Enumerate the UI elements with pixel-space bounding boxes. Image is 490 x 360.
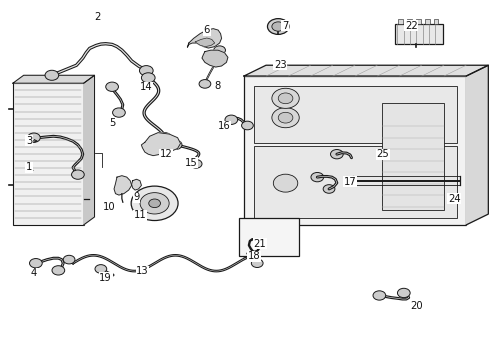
Bar (425, 19, 430, 24)
Bar (254, 86, 457, 143)
Bar (398, 19, 403, 24)
Circle shape (95, 265, 107, 273)
Circle shape (242, 249, 253, 258)
Text: 20: 20 (411, 301, 423, 311)
Circle shape (169, 140, 182, 149)
Text: 15: 15 (185, 158, 197, 168)
Circle shape (45, 70, 59, 80)
Polygon shape (132, 179, 142, 190)
Circle shape (158, 133, 172, 143)
Circle shape (142, 73, 155, 83)
Polygon shape (202, 50, 228, 67)
Circle shape (249, 249, 259, 256)
Circle shape (140, 193, 169, 214)
Circle shape (225, 115, 238, 125)
Polygon shape (84, 75, 95, 225)
Circle shape (323, 185, 335, 193)
Circle shape (199, 80, 211, 88)
Bar (244, 76, 466, 225)
Circle shape (190, 159, 202, 168)
Text: 13: 13 (136, 266, 148, 276)
Text: 16: 16 (218, 121, 231, 131)
Circle shape (272, 22, 285, 31)
Circle shape (272, 108, 299, 128)
Text: 2: 2 (94, 12, 100, 22)
Text: 11: 11 (134, 210, 147, 220)
Circle shape (72, 170, 84, 179)
Circle shape (149, 199, 160, 208)
Circle shape (273, 174, 298, 192)
Polygon shape (466, 65, 489, 225)
Circle shape (29, 258, 42, 268)
Circle shape (278, 93, 293, 104)
Circle shape (52, 266, 65, 275)
Circle shape (63, 255, 75, 264)
Circle shape (331, 149, 343, 159)
Text: 6: 6 (204, 25, 210, 35)
Bar (407, 19, 412, 24)
Text: 17: 17 (343, 177, 356, 187)
Circle shape (214, 46, 225, 54)
Text: 21: 21 (253, 239, 266, 249)
Polygon shape (244, 65, 489, 76)
Text: 4: 4 (31, 268, 37, 278)
Polygon shape (187, 29, 221, 48)
Circle shape (268, 19, 289, 35)
Text: 1: 1 (26, 162, 32, 172)
Bar (416, 19, 421, 24)
Text: 10: 10 (103, 202, 116, 212)
Circle shape (311, 172, 324, 182)
Circle shape (397, 288, 410, 298)
Text: 18: 18 (247, 251, 260, 261)
Text: 25: 25 (376, 149, 389, 159)
Polygon shape (114, 176, 132, 195)
Circle shape (113, 108, 125, 117)
Text: 8: 8 (214, 81, 220, 91)
Circle shape (272, 88, 299, 108)
Text: 12: 12 (159, 149, 172, 159)
Text: 7: 7 (282, 21, 288, 31)
Text: 24: 24 (448, 194, 461, 204)
Bar (13, 83, 84, 225)
Circle shape (278, 112, 293, 123)
Text: 9: 9 (133, 192, 140, 202)
Bar (382, 103, 444, 210)
Text: 14: 14 (140, 82, 152, 93)
Text: 19: 19 (99, 273, 112, 283)
Circle shape (242, 121, 253, 130)
Circle shape (106, 82, 119, 91)
Text: 23: 23 (274, 59, 287, 69)
Circle shape (373, 291, 386, 300)
Circle shape (251, 259, 263, 267)
Circle shape (140, 66, 153, 76)
Polygon shape (142, 133, 180, 156)
Polygon shape (13, 75, 95, 83)
Bar (395, 24, 443, 44)
Polygon shape (195, 38, 215, 46)
Bar (434, 19, 439, 24)
Bar (239, 219, 299, 256)
Circle shape (131, 186, 178, 221)
Circle shape (27, 133, 40, 142)
Text: 3: 3 (26, 136, 32, 145)
Text: 22: 22 (405, 21, 417, 31)
Text: 5: 5 (109, 118, 115, 128)
Bar (254, 146, 457, 218)
